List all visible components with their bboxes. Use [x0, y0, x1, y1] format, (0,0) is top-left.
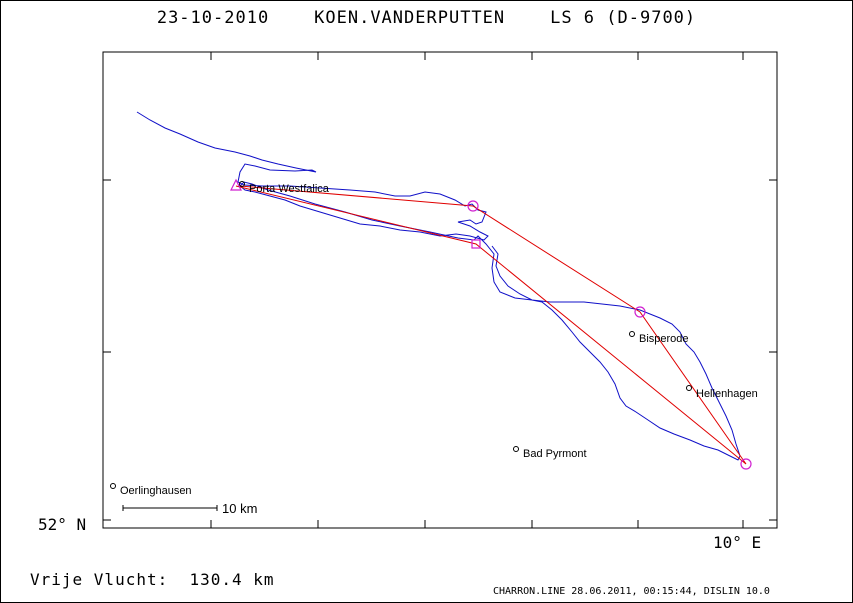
flight-track	[136, 111, 741, 461]
flight-date: 23-10-2010	[156, 8, 270, 28]
town-label: Porta Westfalica	[249, 183, 330, 195]
pilot-name: KOEN.VANDERPUTTEN	[314, 8, 506, 28]
turnpoint-marker	[467, 200, 479, 212]
distance-label: Vrije Vlucht:	[30, 570, 169, 589]
distance-value: 130.4 km	[189, 570, 275, 589]
software-credit: CHARRON.LINE 28.06.2011, 00:15:44, DISLI…	[493, 586, 770, 597]
scale-bar	[122, 505, 218, 511]
glider-id: LS 6 (D-9700)	[550, 8, 697, 28]
town-label: Hellenhagen	[696, 388, 758, 400]
turnpoint-marker	[740, 458, 752, 470]
finish-marker	[471, 239, 481, 249]
task-legs	[235, 185, 747, 465]
town-bad-pyrmont: Bad Pyrmont	[513, 446, 587, 460]
latitude-label: 52° N	[38, 515, 87, 534]
town-porta: Porta Westfalica	[239, 181, 330, 195]
map-frame	[102, 51, 778, 529]
flight-title: 23-10-2010 KOEN.VANDERPUTTEN LS 6 (D-970…	[0, 8, 853, 28]
town-hellenhagen: Hellenhagen	[686, 385, 758, 400]
town-label: Oerlinghausen	[120, 485, 192, 497]
lat-ticks	[103, 179, 777, 521]
town-label: Bisperode	[639, 333, 689, 345]
distance-summary: Vrije Vlucht: 130.4 km	[30, 570, 275, 589]
lon-ticks	[210, 52, 744, 528]
town-label: Bad Pyrmont	[523, 448, 587, 460]
turnpoint-marker	[634, 306, 646, 318]
start-marker	[230, 178, 242, 191]
town-oerlinghausen: Oerlinghausen	[110, 483, 192, 497]
scale-bar-label: 10 km	[222, 501, 257, 516]
town-bisperode: Bisperode	[629, 331, 689, 345]
longitude-label: 10° E	[713, 533, 762, 552]
